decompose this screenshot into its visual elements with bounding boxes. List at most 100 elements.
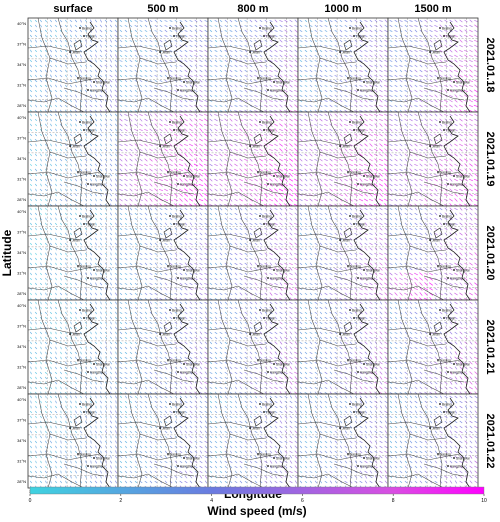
- row-label-20210118: 2021.01.18: [484, 37, 496, 92]
- map-panel: Beijing Tianjin Jinan Nanjing Shanghai Hangzh…: [28, 206, 118, 300]
- city-label: Hangzhou: [90, 371, 105, 375]
- city-label: Jinan: [432, 239, 440, 243]
- province-borders: [298, 394, 375, 488]
- city-label: Jinan: [162, 333, 170, 337]
- province-borders: [298, 206, 375, 300]
- colorbar-tick-label: 6: [301, 498, 304, 504]
- latitude-tick: 40°N: [17, 303, 26, 308]
- city-label: Nanjing: [80, 453, 91, 457]
- graticule: [208, 112, 298, 206]
- graticule: [298, 206, 388, 300]
- city-label: Shanghai: [366, 363, 380, 367]
- wind-vectors: [119, 207, 208, 300]
- latitude-tick: 37°N: [17, 136, 26, 141]
- colorbar-tick-label: 10: [481, 498, 487, 504]
- city-label: Shanghai: [96, 269, 110, 273]
- map-panel: Beijing Tianjin Jinan Nanjing Shanghai Hangzh…: [298, 18, 388, 112]
- city-label: Hangzhou: [180, 89, 195, 93]
- coastline: [263, 209, 291, 300]
- city-label: Beijing: [172, 215, 182, 219]
- latitude-tick: 31°N: [17, 83, 26, 88]
- city-label: Beijing: [442, 309, 452, 313]
- wind-vectors: [299, 301, 388, 394]
- city-label: Nanjing: [440, 171, 451, 175]
- city-label: Jinan: [342, 51, 350, 55]
- coastline: [443, 115, 471, 206]
- colorbar-tick-label: 0: [29, 498, 32, 504]
- city-label: Hangzhou: [180, 277, 195, 281]
- map-panel: Beijing Tianjin Jinan Nanjing Shanghai Hangzh…: [28, 18, 118, 112]
- city-label: Jinan: [72, 51, 80, 55]
- city-label: Hangzhou: [450, 89, 465, 93]
- city-label: Shanghai: [96, 175, 110, 179]
- latitude-tick: 40°N: [17, 115, 26, 120]
- city-label: Tianjin: [266, 129, 275, 133]
- graticule: [118, 18, 208, 112]
- city-label: Beijing: [352, 121, 362, 125]
- city-label: Nanjing: [260, 77, 271, 81]
- city-label: Beijing: [82, 215, 92, 219]
- city-label: Jinan: [162, 145, 170, 149]
- map-panel: Beijing Tianjin Jinan Nanjing Shanghai Hangzh…: [208, 206, 298, 300]
- city-label: Tianjin: [86, 411, 95, 415]
- city-label: Nanjing: [350, 359, 361, 363]
- city-label: Nanjing: [170, 171, 181, 175]
- coastline: [443, 303, 471, 394]
- colorbar-ticks: 0 2 4 6 8 10: [29, 494, 487, 504]
- city-label: Beijing: [442, 215, 452, 219]
- map-panel: Beijing Tianjin Jinan Nanjing Shanghai Hangzh…: [208, 394, 298, 488]
- city-label: Jinan: [432, 427, 440, 431]
- latitude-tick: 31°N: [17, 365, 26, 370]
- graticule: [298, 300, 388, 394]
- coastline: [443, 397, 471, 488]
- city-label: Nanjing: [80, 171, 91, 175]
- graticule: [118, 112, 208, 206]
- wind-vectors: [389, 113, 478, 206]
- city-label: Tianjin: [356, 35, 365, 39]
- column-header-500m: 500 m: [147, 3, 178, 15]
- coastline: [443, 21, 471, 112]
- city-label: Tianjin: [266, 35, 275, 39]
- city-label: Nanjing: [80, 77, 91, 81]
- column-header-1500m: 1500 m: [414, 3, 452, 15]
- wind-vectors: [29, 207, 118, 300]
- row-label-20210122: 2021.01.22: [484, 413, 496, 468]
- wind-vectors: [299, 207, 388, 300]
- city-label: Beijing: [172, 27, 182, 31]
- city-label: Shanghai: [366, 269, 380, 273]
- city-label: Jinan: [252, 239, 260, 243]
- city-label: Beijing: [172, 121, 182, 125]
- map-panel: Beijing Tianjin Jinan Nanjing Shanghai Hangzh…: [208, 112, 298, 206]
- city-label: Shanghai: [186, 81, 200, 85]
- city-label: Shanghai: [366, 175, 380, 179]
- city-label: Beijing: [82, 309, 92, 313]
- city-label: Hangzhou: [180, 465, 195, 469]
- province-borders: [298, 18, 375, 112]
- city-label: Hangzhou: [90, 89, 105, 93]
- province-borders: [28, 112, 105, 206]
- latitude-tick: 31°N: [17, 271, 26, 276]
- city-label: Hangzhou: [180, 183, 195, 187]
- city-label: Nanjing: [260, 453, 271, 457]
- city-label: Nanjing: [170, 453, 181, 457]
- province-borders: [118, 18, 195, 112]
- city-label: Tianjin: [86, 129, 95, 133]
- city-label: Tianjin: [176, 35, 185, 39]
- city-label: Beijing: [82, 27, 92, 31]
- city-label: Beijing: [352, 309, 362, 313]
- map-panel: Beijing Tianjin Jinan Nanjing Shanghai Hangzh…: [118, 18, 208, 112]
- latitude-tick: 28°N: [17, 103, 26, 108]
- city-label: Beijing: [352, 403, 362, 407]
- wind-vectors: [119, 301, 208, 394]
- coastline: [173, 303, 201, 394]
- city-label: Jinan: [72, 239, 80, 243]
- city-label: Hangzhou: [270, 89, 285, 93]
- city-label: Hangzhou: [180, 371, 195, 375]
- map-panel: Beijing Tianjin Jinan Nanjing Shanghai Hangzh…: [388, 18, 478, 112]
- city-label: Shanghai: [276, 363, 290, 367]
- wind-vectors: [29, 395, 118, 488]
- province-borders: [118, 300, 195, 394]
- city-label: Jinan: [72, 427, 80, 431]
- city-label: Beijing: [172, 309, 182, 313]
- province-borders: [298, 300, 375, 394]
